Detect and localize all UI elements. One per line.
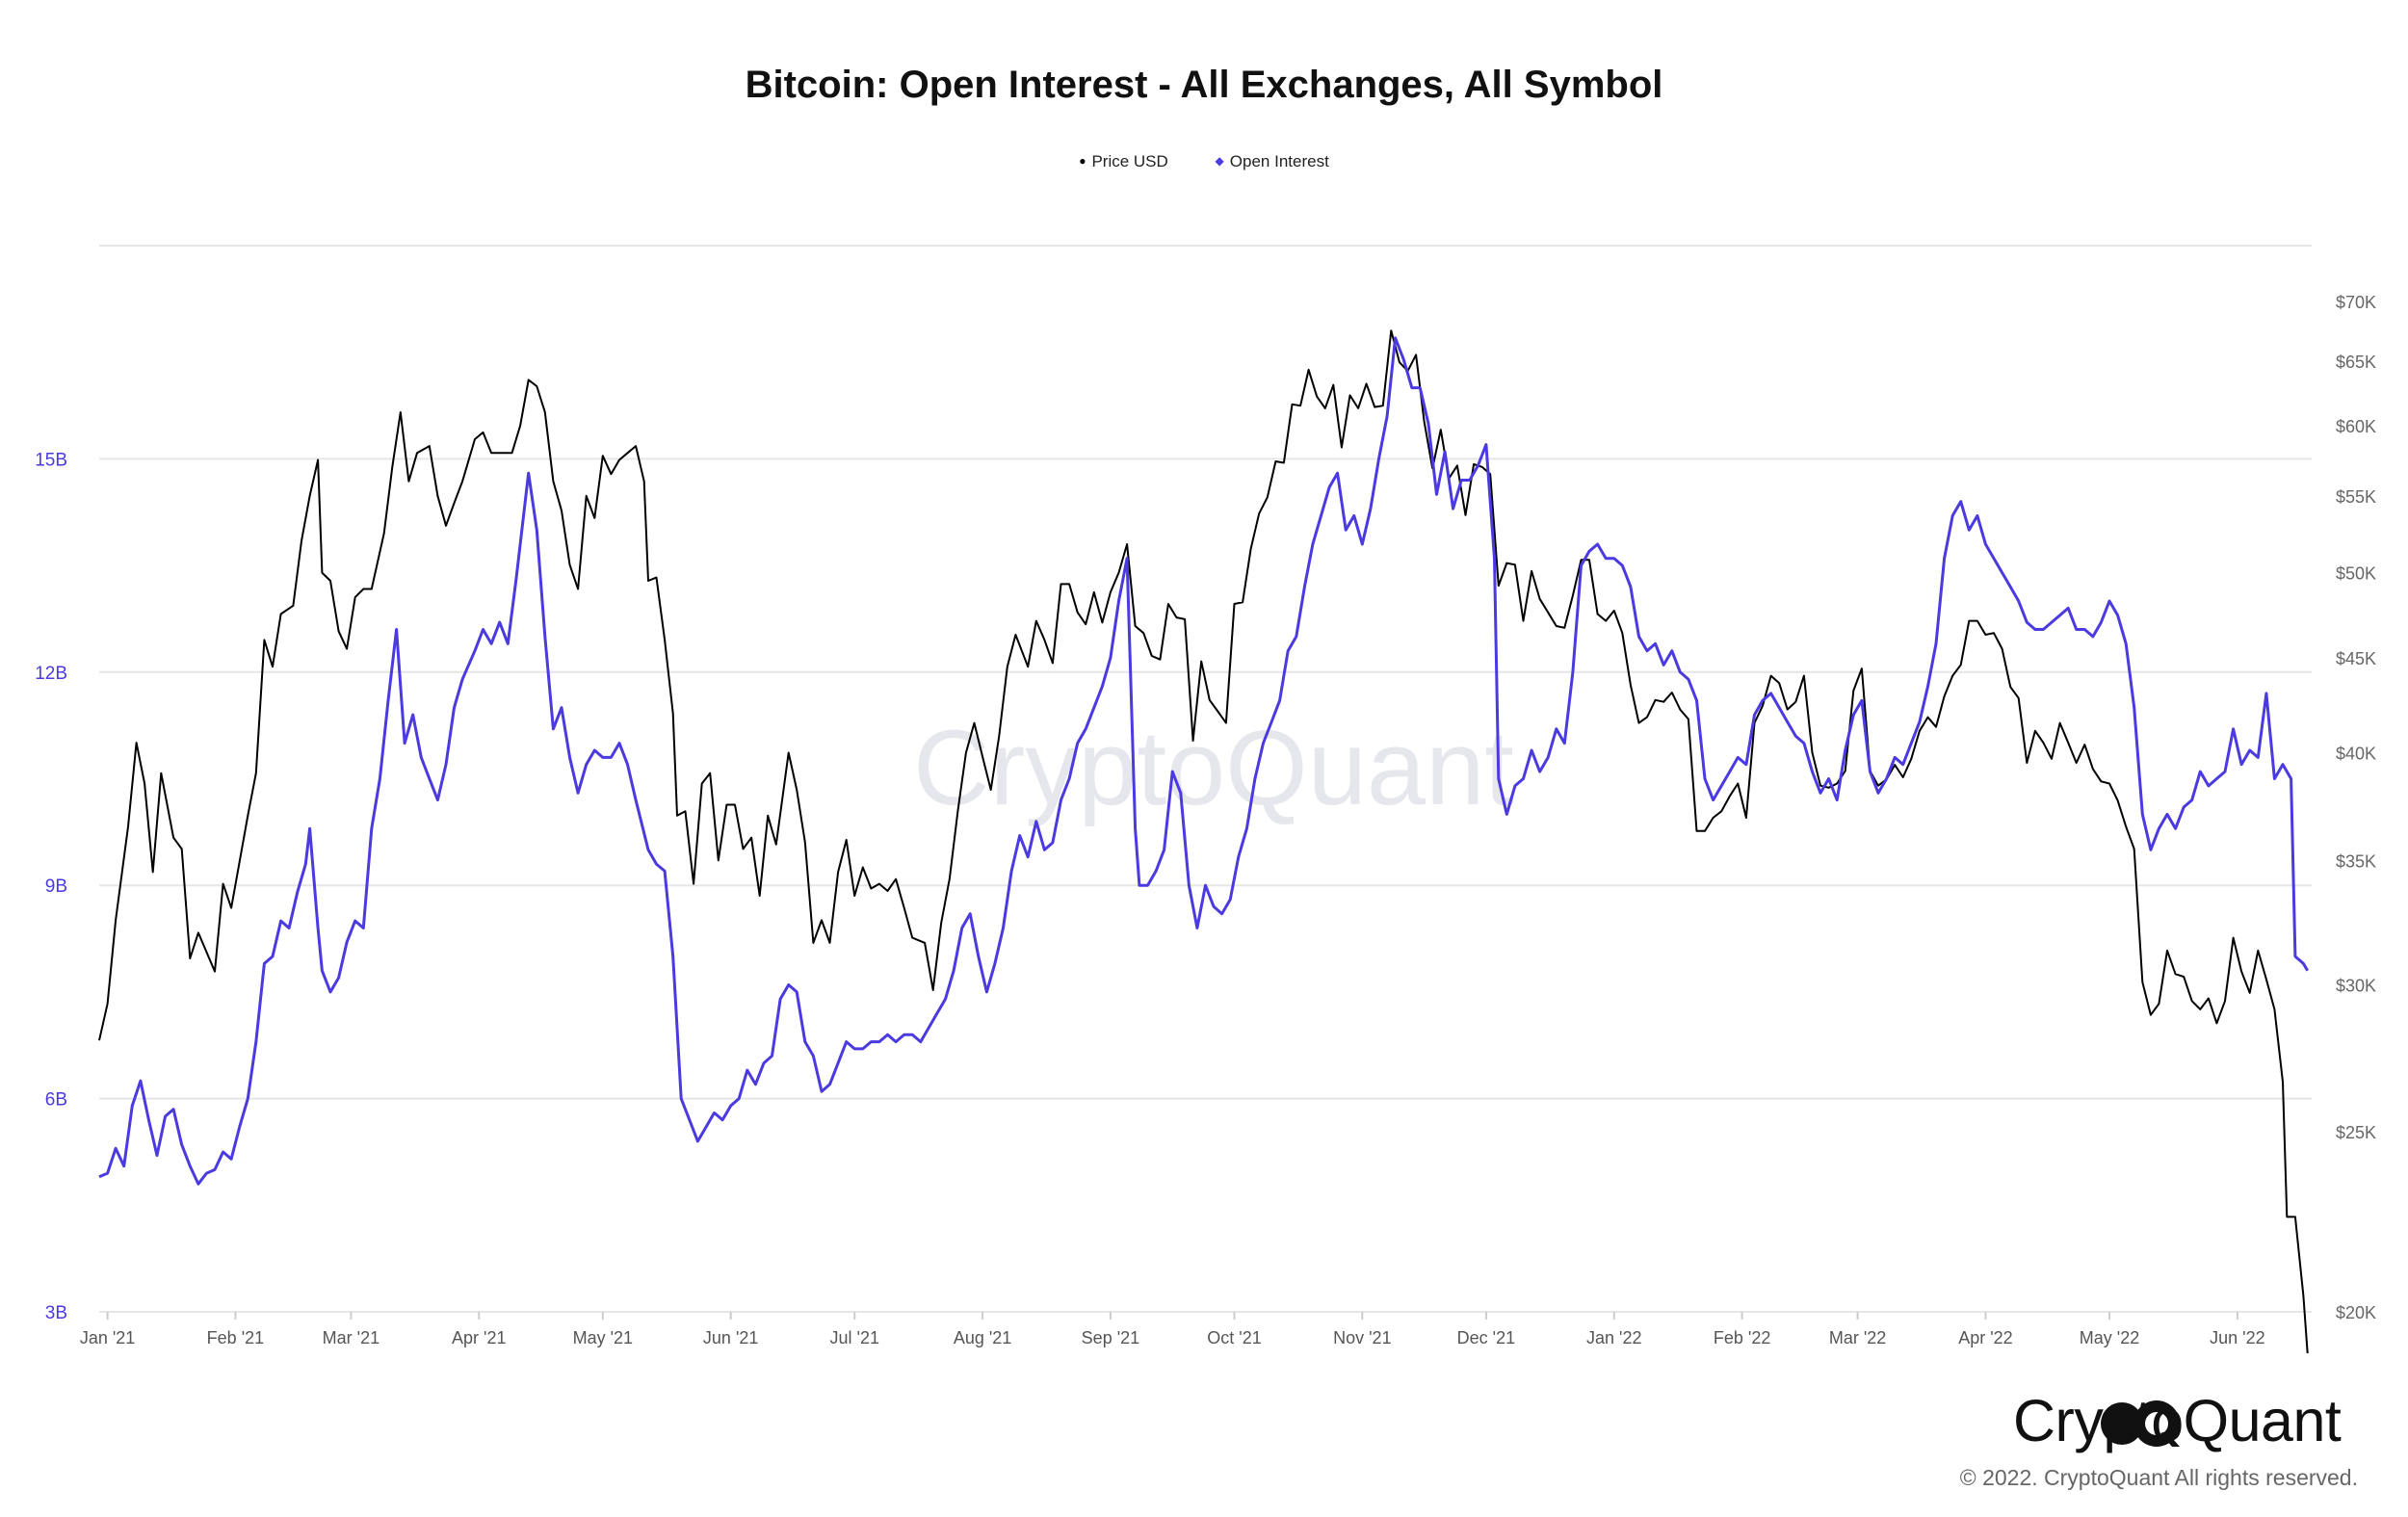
legend-item-open-interest[interactable]: ◆ Open Interest: [1216, 152, 1329, 171]
left-axis-tick-label: 3B: [45, 1303, 67, 1323]
x-axis-tick-label: Dec '21: [1457, 1328, 1515, 1347]
legend-oi-label: Open Interest: [1229, 152, 1329, 170]
right-axis-tick-label: $30K: [2336, 976, 2376, 995]
x-axis-tick-label: Mar '21: [323, 1328, 380, 1347]
right-axis-tick-label: $35K: [2336, 851, 2376, 871]
x-axis-tick-label: Jul '21: [830, 1328, 879, 1347]
right-axis-tick-label: $45K: [2336, 649, 2376, 668]
x-axis-tick-label: Jan '21: [80, 1328, 135, 1347]
cryptoquant-logo-icon: [2101, 1400, 2180, 1447]
legend-price-dot-icon: ●: [1079, 154, 1086, 168]
right-axis-tick-label: $65K: [2336, 353, 2376, 372]
right-axis-tick-label: $60K: [2336, 417, 2376, 436]
left-axis-tick-label: 12B: [35, 664, 67, 684]
x-axis-tick-label: Nov '21: [1333, 1328, 1391, 1347]
x-axis-tick-label: Apr '21: [452, 1328, 506, 1347]
legend: ● Price USD ◆ Open Interest: [0, 152, 2408, 171]
x-axis-tick-label: May '21: [573, 1328, 633, 1347]
x-axis-tick-label: Jun '22: [2210, 1328, 2264, 1347]
x-axis-tick-label: May '22: [2080, 1328, 2139, 1347]
x-axis-tick-label: Oct '21: [1207, 1328, 1261, 1347]
x-axis-tick-label: Feb '21: [207, 1328, 264, 1347]
brand-name: CryptoQuant: [2013, 1388, 2342, 1453]
copyright-text: © 2022. CryptoQuant All rights reserved.: [1959, 1465, 2358, 1490]
right-axis-tick-label: $40K: [2336, 744, 2376, 763]
series-line-open-interest: [98, 336, 2309, 1186]
watermark: CryptoQuant: [913, 709, 1514, 827]
axes: 3B 6B 9B 12B 15B $20K $25K $30K $35K $40K $45K $50K…: [35, 293, 2376, 1347]
x-axis-tick-label: Sep '21: [1082, 1328, 1140, 1347]
left-axis-tick-label: 6B: [45, 1090, 67, 1111]
legend-oi-diamond-icon: ◆: [1215, 154, 1224, 168]
x-axis-tick-label: Jun '21: [703, 1328, 758, 1347]
x-axis-tick-label: Jan '22: [1586, 1328, 1641, 1347]
gridlines: [99, 245, 2312, 1313]
x-axis-tick-label: Aug '21: [954, 1328, 1012, 1347]
chart-title: Bitcoin: Open Interest - All Exchanges, …: [745, 64, 1663, 106]
right-axis-tick-label: $20K: [2336, 1303, 2376, 1322]
legend-price-label: Price USD: [1091, 152, 1168, 170]
left-axis-tick-label: 9B: [45, 876, 67, 897]
series-line-price-usd: [98, 329, 2309, 1354]
right-axis-tick-label: $70K: [2336, 293, 2376, 312]
right-axis-tick-label: $55K: [2336, 487, 2376, 507]
legend-item-price[interactable]: ● Price USD: [1079, 152, 1168, 171]
x-axis-tick-label: Feb '22: [1714, 1328, 1770, 1347]
left-axis-tick-label: 15B: [35, 450, 67, 470]
right-axis-tick-label: $25K: [2336, 1123, 2376, 1142]
series-lines: [98, 329, 2309, 1354]
right-axis-tick-label: $50K: [2336, 564, 2376, 584]
x-axis-tick-label: Apr '22: [1958, 1328, 2012, 1347]
x-axis-tick-label: Mar '22: [1829, 1328, 1886, 1347]
